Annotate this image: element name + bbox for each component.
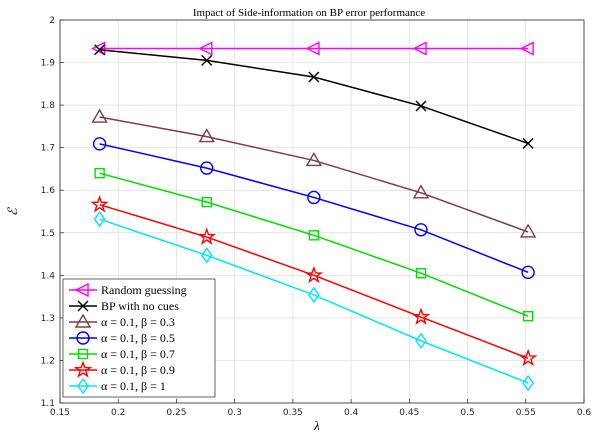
y-tick-label: 1.1	[41, 399, 55, 409]
data-point-marker	[519, 41, 534, 56]
x-tick-label: 0.4	[344, 408, 359, 418]
data-point-marker	[90, 195, 109, 213]
legend-label: α = 0.1, β = 0.5	[101, 331, 175, 345]
legend-label: Random guessing	[101, 283, 187, 297]
data-point-marker	[411, 307, 431, 325]
data-point-marker	[518, 348, 538, 367]
legend-swatch-marker	[76, 331, 90, 345]
series-line	[99, 172, 529, 317]
legend-label: BP with no cues	[101, 299, 179, 313]
y-axis-label: ℰ	[5, 207, 20, 216]
data-point-marker	[522, 137, 534, 149]
x-tick-label: 0.15	[50, 408, 70, 418]
legend-item: BP with no cues	[69, 299, 179, 313]
y-tick-label: 1.6	[41, 186, 56, 196]
data-point-marker	[308, 230, 320, 241]
series-line	[99, 218, 529, 384]
data-point-marker	[305, 41, 320, 56]
x-axis-label: λ	[313, 418, 320, 433]
data-point-marker	[412, 41, 427, 56]
data-point-marker	[305, 152, 323, 167]
y-tick-label: 1.9	[41, 59, 56, 69]
plot-frame	[59, 19, 585, 404]
data-point-marker	[308, 71, 320, 83]
data-point-marker	[200, 161, 214, 175]
data-point-marker	[200, 247, 213, 264]
y-tick-label: 1.4	[41, 271, 56, 281]
data-point-marker	[198, 41, 213, 56]
series-7	[93, 210, 534, 392]
x-tick-label: 0.2	[111, 408, 125, 418]
axis-ticks: 0.15 0.2 0.25 0.3 0.35 0.4 0.45 0.5 0.55 0.6 1.1 1.…	[41, 16, 592, 418]
series-line	[99, 203, 529, 360]
x-tick-label: 0.5	[460, 408, 474, 418]
y-tick-label: 1.2	[41, 356, 55, 366]
series-3	[91, 108, 537, 238]
legend-item: α = 0.1, β = 0.9	[69, 360, 175, 378]
series-layer	[90, 41, 538, 392]
data-point-marker	[522, 374, 534, 392]
data-point-marker	[201, 196, 212, 208]
data-point-marker	[307, 190, 321, 205]
y-tick-label: 1.3	[41, 314, 55, 324]
y-tick-label: 2	[49, 16, 55, 26]
data-point-marker	[198, 128, 215, 143]
legend-item: Random guessing	[69, 282, 187, 298]
data-point-marker	[93, 210, 106, 228]
y-tick-label: 1.5	[41, 229, 55, 239]
data-point-marker	[521, 265, 535, 280]
data-point-marker	[415, 332, 427, 350]
data-point-marker	[307, 286, 320, 304]
data-point-marker	[94, 44, 106, 56]
legend-swatch-marker	[74, 282, 89, 298]
x-tick-label: 0.45	[399, 408, 419, 418]
x-tick-label: 0.25	[166, 408, 186, 418]
series-6	[90, 195, 538, 367]
legend-item: α = 0.1, β = 1	[69, 377, 166, 395]
data-point-marker	[415, 100, 427, 112]
y-tick-label: 1.8	[41, 101, 56, 111]
data-point-marker	[197, 227, 216, 245]
series-1	[91, 41, 534, 56]
legend-swatch-marker	[73, 360, 93, 378]
legend-item: α = 0.1, β = 0.7	[69, 347, 175, 361]
legend-label: α = 0.1, β = 0.9	[101, 363, 175, 377]
data-point-marker	[412, 184, 430, 199]
x-tick-label: 0.55	[516, 408, 536, 418]
x-tick-label: 0.6	[577, 408, 592, 418]
series-line	[99, 116, 529, 233]
data-point-marker	[414, 223, 428, 237]
legend-item: α = 0.1, β = 0.3	[69, 313, 175, 329]
y-tick-label: 1.7	[41, 144, 55, 154]
data-point-marker	[94, 167, 105, 179]
series-line	[99, 143, 529, 274]
data-point-marker	[92, 137, 107, 151]
data-point-marker	[519, 223, 537, 238]
legend-item: α = 0.1, β = 0.5	[69, 331, 175, 345]
series-5	[94, 167, 534, 322]
legend-swatch-marker	[77, 300, 89, 312]
chart-title: Impact of Side-information on BP error p…	[193, 7, 425, 19]
legend-label: α = 0.1, β = 0.3	[101, 315, 175, 329]
legend: Random guessing BP with no cues α = 0.1, β…	[62, 278, 216, 398]
legend-label: α = 0.1, β = 1	[101, 379, 166, 393]
legend-swatch-marker	[77, 377, 89, 395]
data-point-marker	[304, 265, 324, 284]
data-point-marker	[415, 268, 427, 279]
series-4	[92, 137, 535, 280]
x-tick-label: 0.3	[228, 408, 242, 418]
x-tick-label: 0.35	[283, 408, 303, 418]
data-point-marker	[522, 310, 534, 322]
legend-swatch-marker	[74, 313, 92, 328]
data-point-marker	[201, 54, 213, 66]
series-2	[94, 44, 534, 149]
data-point-marker	[91, 108, 108, 123]
legend-label: α = 0.1, β = 0.7	[101, 347, 175, 361]
legend-swatch-marker	[77, 348, 89, 360]
